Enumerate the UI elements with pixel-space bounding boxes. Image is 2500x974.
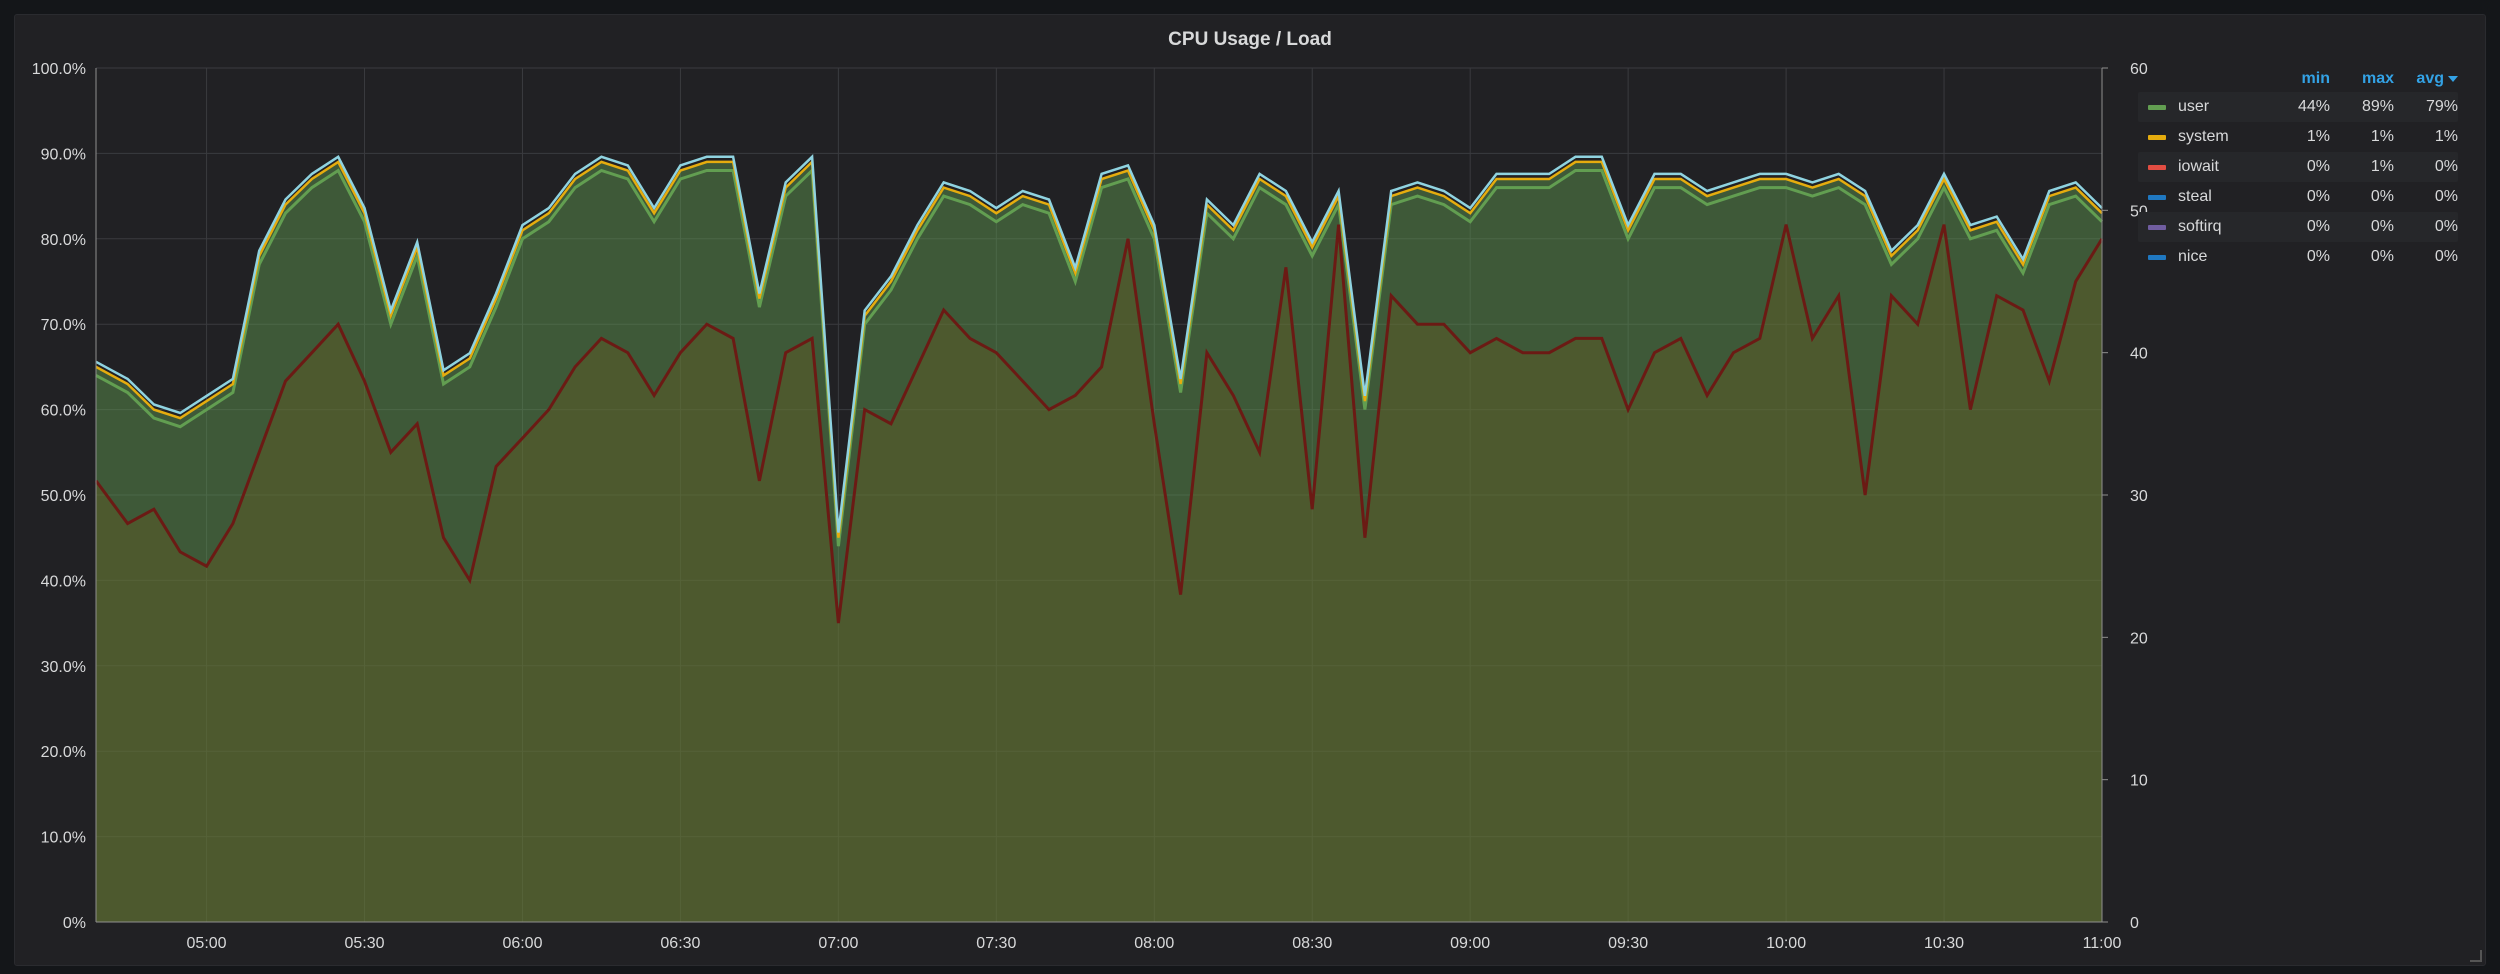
line-load xyxy=(94,224,2104,624)
legend-max-value: 1% xyxy=(2370,158,2394,175)
legend-series-name[interactable]: system xyxy=(2178,128,2229,145)
x-tick-label: 11:00 xyxy=(2083,935,2122,952)
y-left-tick-label: 20.0% xyxy=(41,744,86,761)
legend-header-min[interactable]: min xyxy=(2301,70,2330,87)
legend-item-iowait[interactable]: iowait 0% 1% 0% xyxy=(2138,152,2458,182)
legend-rows: user 44% 89% 79% system 1% 1% 1% iowait 0% 1% 0% ste… xyxy=(2138,92,2458,272)
legend-header: min max avg xyxy=(2138,66,2458,92)
legend-max-value: 0% xyxy=(2370,188,2394,205)
legend-header-avg-label: avg xyxy=(2416,70,2444,87)
legend-max-value: 0% xyxy=(2370,218,2394,235)
y-left-tick-label: 40.0% xyxy=(41,573,86,590)
legend-min-value: 44% xyxy=(2297,98,2330,115)
legend-swatch-icon[interactable] xyxy=(2148,194,2166,200)
y-left-tick-label: 50.0% xyxy=(41,488,86,505)
y-right-tick-label: 20 xyxy=(2130,630,2148,647)
legend-series-name[interactable]: softirq xyxy=(2178,218,2222,235)
x-tick-label: 09:30 xyxy=(1608,935,1648,952)
legend-avg-value: 0% xyxy=(2434,218,2458,235)
y-left-tick-label: 30.0% xyxy=(41,659,86,676)
legend-item-system[interactable]: system 1% 1% 1% xyxy=(2138,122,2458,152)
legend-max-value: 89% xyxy=(2361,98,2394,115)
legend-min-value: 0% xyxy=(2306,248,2330,265)
legend-series-name[interactable]: user xyxy=(2178,98,2210,115)
x-tick-label: 10:30 xyxy=(1924,935,1964,952)
legend-series-name[interactable]: iowait xyxy=(2178,158,2219,175)
legend-swatch-icon[interactable] xyxy=(2148,164,2166,170)
legend-swatch-icon[interactable] xyxy=(2148,104,2166,110)
legend-min-value: 0% xyxy=(2306,218,2330,235)
legend-avg-value: 0% xyxy=(2434,158,2458,175)
area-total xyxy=(96,161,2102,922)
y-left-tick-label: 80.0% xyxy=(41,232,86,249)
legend-item-softirq[interactable]: softirq 0% 0% 0% xyxy=(2138,212,2458,242)
legend-swatch-icon[interactable] xyxy=(2148,254,2166,260)
y-right-tick-label: 10 xyxy=(2130,773,2148,790)
legend-item-nice[interactable]: nice 0% 0% 0% xyxy=(2138,242,2458,272)
y-left-tick-label: 100.0% xyxy=(32,61,86,78)
x-tick-label: 09:00 xyxy=(1450,935,1490,952)
x-tick-label: 05:00 xyxy=(187,935,227,952)
y-left-tick-label: 90.0% xyxy=(41,146,86,163)
x-tick-label: 08:30 xyxy=(1292,935,1332,952)
x-tick-label: 10:00 xyxy=(1766,935,1806,952)
legend-item-steal[interactable]: steal 0% 0% 0% xyxy=(2138,182,2458,212)
y-left-tick-label: 0% xyxy=(63,915,86,932)
x-tick-label: 08:00 xyxy=(1134,935,1174,952)
sort-caret-icon xyxy=(2448,75,2458,82)
legend-max-value: 1% xyxy=(2370,128,2394,145)
x-tick-label: 06:30 xyxy=(660,935,700,952)
legend-series-name[interactable]: steal xyxy=(2178,188,2212,205)
y-left-tick-label: 10.0% xyxy=(41,830,86,847)
x-tick-label: 06:00 xyxy=(502,935,542,952)
legend-avg-value: 0% xyxy=(2434,188,2458,205)
x-tick-label: 07:30 xyxy=(976,935,1016,952)
x-tick-label: 05:30 xyxy=(344,935,384,952)
area-load xyxy=(96,224,2102,923)
y-right-tick-label: 40 xyxy=(2130,346,2148,363)
line-total xyxy=(95,154,2103,533)
legend-max-value: 0% xyxy=(2370,248,2394,265)
legend-avg-value: 79% xyxy=(2425,98,2458,115)
x-tick-label: 07:00 xyxy=(818,935,858,952)
cpu-usage-panel: CPU Usage / Load xyxy=(14,14,2486,966)
y-right-tick-label: 60 xyxy=(2130,61,2148,78)
resize-handle-icon[interactable] xyxy=(2470,950,2482,962)
y-left-tick-label: 60.0% xyxy=(41,403,86,420)
legend-min-value: 0% xyxy=(2306,158,2330,175)
panel-title[interactable]: CPU Usage / Load xyxy=(1168,29,1332,50)
legend-swatch-icon[interactable] xyxy=(2148,224,2166,230)
y-right-tick-label: 30 xyxy=(2130,488,2148,505)
legend: min max avg user 44% 89% 79% system 1% 1% 1% iow… xyxy=(2138,66,2458,272)
line-user xyxy=(95,167,2104,547)
legend-min-value: 0% xyxy=(2306,188,2330,205)
y-left-tick-label: 70.0% xyxy=(41,317,86,334)
legend-avg-value: 0% xyxy=(2434,248,2458,265)
y-right-tick-label: 0 xyxy=(2130,915,2139,932)
legend-min-value: 1% xyxy=(2306,128,2330,145)
legend-item-user[interactable]: user 44% 89% 79% xyxy=(2138,92,2458,122)
legend-header-max[interactable]: max xyxy=(2361,70,2394,87)
legend-swatch-icon[interactable] xyxy=(2148,134,2166,140)
legend-series-name[interactable]: nice xyxy=(2178,248,2208,265)
legend-avg-value: 1% xyxy=(2434,128,2458,145)
legend-header-avg[interactable]: avg xyxy=(2394,70,2458,88)
